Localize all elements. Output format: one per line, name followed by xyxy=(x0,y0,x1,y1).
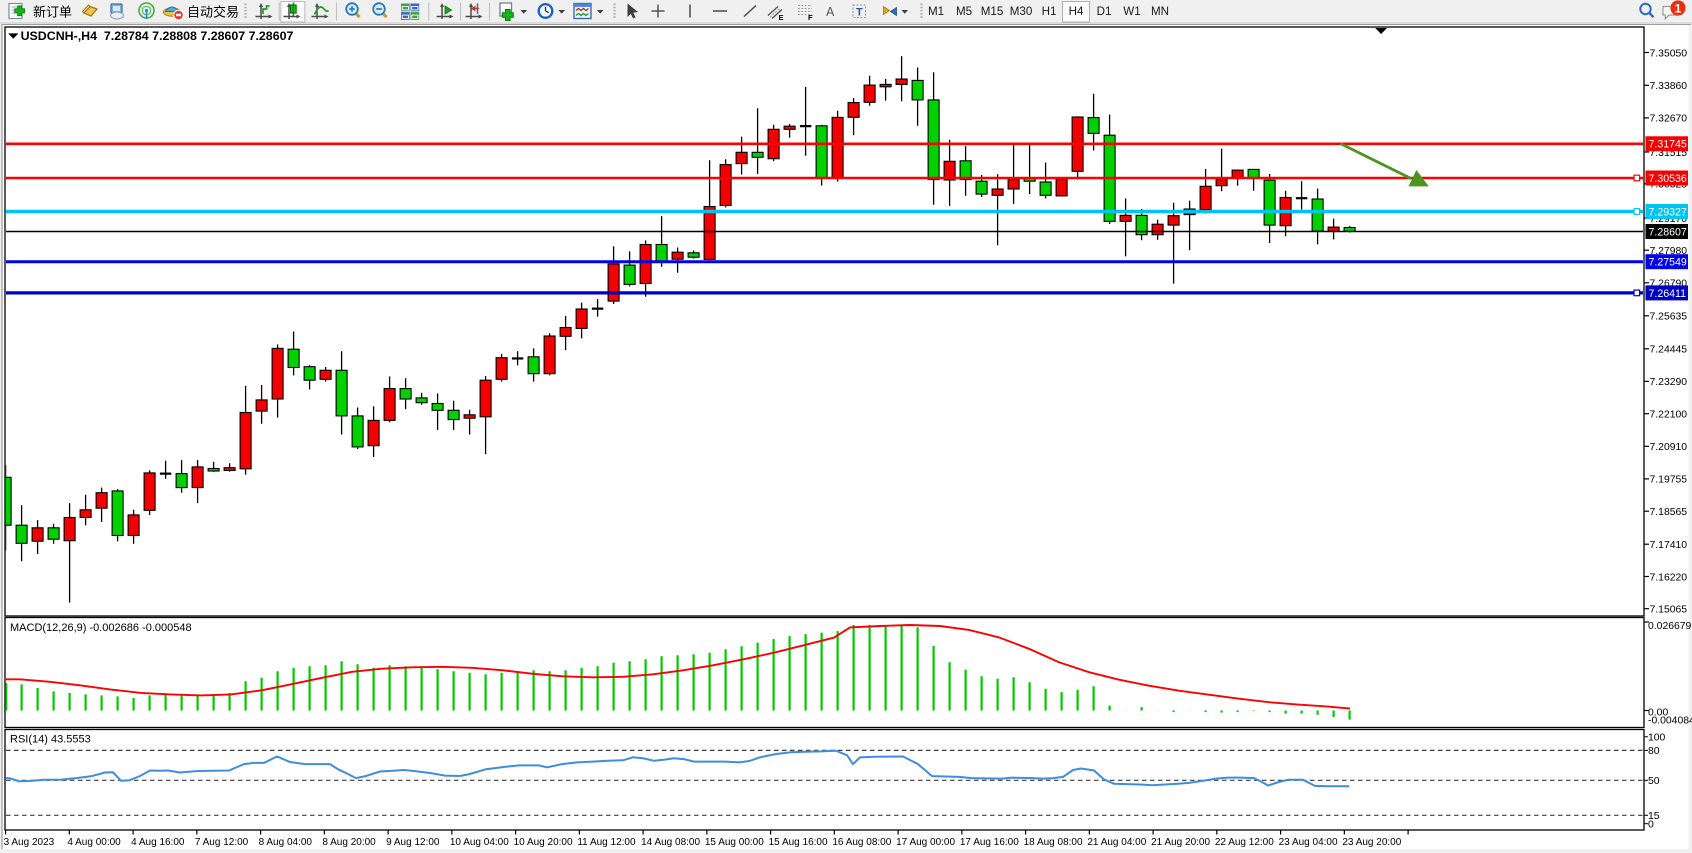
svg-text:MN: MN xyxy=(1151,5,1169,18)
svg-text:A: A xyxy=(826,5,835,19)
svg-text:自动交易: 自动交易 xyxy=(187,5,239,20)
svg-text:7.16220: 7.16220 xyxy=(1650,572,1688,583)
svg-text:7.29327: 7.29327 xyxy=(1649,206,1687,218)
svg-text:10 Aug 04:00: 10 Aug 04:00 xyxy=(450,837,509,848)
svg-text:15 Aug 00:00: 15 Aug 00:00 xyxy=(705,837,764,848)
svg-text:F: F xyxy=(808,13,813,22)
svg-text:M1: M1 xyxy=(928,5,944,18)
svg-text:7 Aug 12:00: 7 Aug 12:00 xyxy=(195,837,249,848)
svg-text:8 Aug 04:00: 8 Aug 04:00 xyxy=(259,837,313,848)
svg-text:17 Aug 00:00: 17 Aug 00:00 xyxy=(896,837,955,848)
svg-text:-0.004084: -0.004084 xyxy=(1648,715,1692,726)
svg-text:7.15065: 7.15065 xyxy=(1650,605,1688,616)
svg-text:7.17410: 7.17410 xyxy=(1650,540,1688,551)
svg-text:11 Aug 12:00: 11 Aug 12:00 xyxy=(577,837,636,848)
svg-text:D1: D1 xyxy=(1097,5,1112,18)
svg-text:7.33860: 7.33860 xyxy=(1650,81,1688,92)
svg-text:7.24445: 7.24445 xyxy=(1650,345,1688,356)
svg-text:23 Aug 20:00: 23 Aug 20:00 xyxy=(1342,837,1401,848)
svg-text:M15: M15 xyxy=(981,5,1004,18)
svg-text:23 Aug 04:00: 23 Aug 04:00 xyxy=(1279,837,1338,848)
svg-text:1: 1 xyxy=(1675,1,1682,15)
svg-text:18 Aug 08:00: 18 Aug 08:00 xyxy=(1024,837,1083,848)
svg-text:7.27980: 7.27980 xyxy=(1650,246,1688,257)
svg-text:10 Aug 20:00: 10 Aug 20:00 xyxy=(514,837,573,848)
svg-text:新订单: 新订单 xyxy=(33,5,72,20)
svg-text:7.19755: 7.19755 xyxy=(1650,475,1688,486)
svg-text:0: 0 xyxy=(1648,820,1654,831)
svg-text:7.25635: 7.25635 xyxy=(1650,312,1688,323)
svg-text:14 Aug 08:00: 14 Aug 08:00 xyxy=(641,837,700,848)
svg-text:9 Aug 12:00: 9 Aug 12:00 xyxy=(386,837,440,848)
svg-text:USDCNH-,H4 7.28784 7.28808 7.: USDCNH-,H4 7.28784 7.28808 7.28607 7.286… xyxy=(21,29,294,43)
svg-text:100: 100 xyxy=(1648,733,1666,744)
svg-text:W1: W1 xyxy=(1123,5,1140,18)
svg-text:7.31515: 7.31515 xyxy=(1650,148,1688,159)
svg-text:7.28607: 7.28607 xyxy=(1649,226,1687,238)
svg-text:7.32670: 7.32670 xyxy=(1650,114,1688,125)
svg-text:7.18565: 7.18565 xyxy=(1650,507,1688,518)
svg-text:MACD(12,26,9) -0.002686 -0.000: MACD(12,26,9) -0.002686 -0.000548 xyxy=(10,622,192,634)
svg-text:7.26790: 7.26790 xyxy=(1650,279,1688,290)
svg-text:7.27549: 7.27549 xyxy=(1649,257,1687,269)
svg-text:7.29170: 7.29170 xyxy=(1650,214,1688,225)
svg-text:16 Aug 08:00: 16 Aug 08:00 xyxy=(832,837,891,848)
svg-text:15: 15 xyxy=(1648,811,1660,822)
svg-text:7.20910: 7.20910 xyxy=(1650,442,1688,453)
svg-text:22 Aug 12:00: 22 Aug 12:00 xyxy=(1215,837,1274,848)
svg-text:T: T xyxy=(856,7,863,19)
svg-text:7.35050: 7.35050 xyxy=(1650,48,1688,59)
svg-text:M30: M30 xyxy=(1010,5,1033,18)
svg-text:15 Aug 16:00: 15 Aug 16:00 xyxy=(769,837,828,848)
svg-text:7.26411: 7.26411 xyxy=(1649,288,1687,300)
svg-text:0.00: 0.00 xyxy=(1648,707,1668,718)
svg-text:E: E xyxy=(779,13,784,22)
svg-text:H1: H1 xyxy=(1042,5,1057,18)
svg-text:3 Aug 2023: 3 Aug 2023 xyxy=(4,837,55,848)
svg-text:21 Aug 20:00: 21 Aug 20:00 xyxy=(1151,837,1210,848)
svg-text:7.30536: 7.30536 xyxy=(1649,173,1687,185)
svg-text:7.22100: 7.22100 xyxy=(1650,410,1688,421)
svg-text:17 Aug 16:00: 17 Aug 16:00 xyxy=(960,837,1019,848)
svg-text:7.23290: 7.23290 xyxy=(1650,377,1688,388)
svg-text:4 Aug 16:00: 4 Aug 16:00 xyxy=(131,837,185,848)
svg-text:4 Aug 00:00: 4 Aug 00:00 xyxy=(67,837,121,848)
svg-text:0.026679: 0.026679 xyxy=(1648,621,1692,632)
svg-text:RSI(14) 43.5553: RSI(14) 43.5553 xyxy=(10,734,91,746)
svg-text:M5: M5 xyxy=(956,5,972,18)
svg-text:21 Aug 04:00: 21 Aug 04:00 xyxy=(1087,837,1146,848)
svg-text:H4: H4 xyxy=(1069,5,1084,18)
svg-text:7.31745: 7.31745 xyxy=(1649,139,1687,151)
svg-text:50: 50 xyxy=(1648,776,1660,787)
svg-text:80: 80 xyxy=(1648,746,1660,757)
svg-text:8 Aug 20:00: 8 Aug 20:00 xyxy=(322,837,376,848)
